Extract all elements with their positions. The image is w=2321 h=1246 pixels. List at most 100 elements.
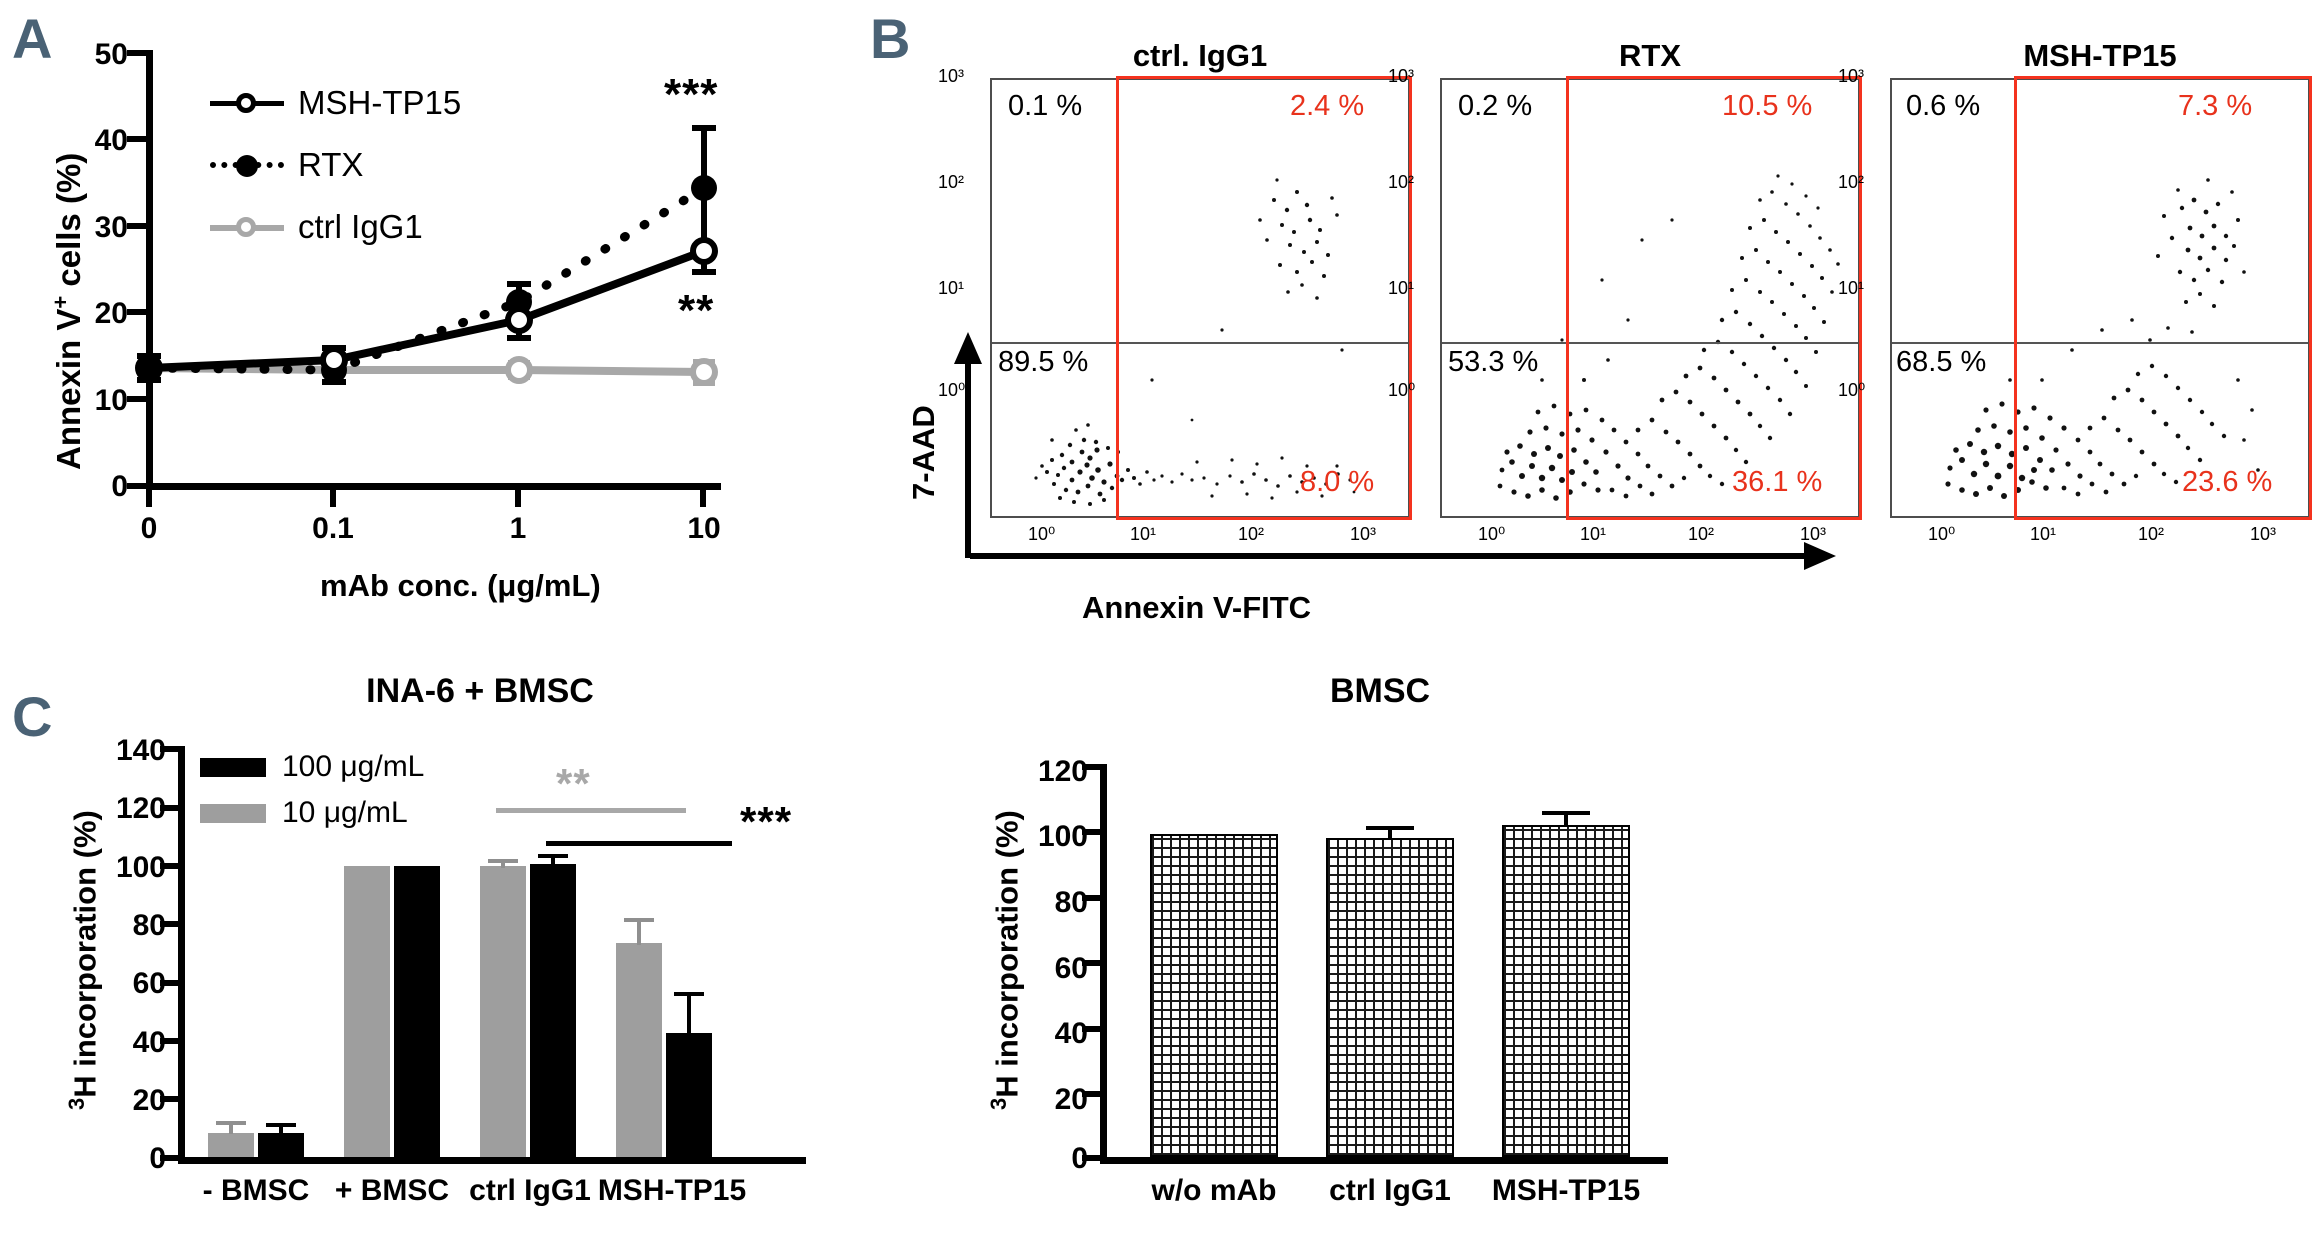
panel-a-ytick-mark-20 <box>127 309 147 315</box>
flow-xtick-2-ctrl: 10² <box>1238 524 1265 544</box>
panel-a-ytick-0: 0 <box>111 470 128 503</box>
panel-c: C INA-6 + BMSC 140 120 100 80 60 40 20 0… <box>0 640 2321 1246</box>
panel-c-left-ytick-120: 120 <box>115 792 166 825</box>
flow-ytick-0-ctrl: 10⁰ <box>938 380 966 400</box>
panel-a-ytick-mark-50 <box>127 50 147 56</box>
panel-a-plot <box>135 125 718 386</box>
flow-scatter-ctrl <box>1034 178 1356 506</box>
errorbar-msh-tp15-100 <box>687 992 691 1035</box>
panel-a-x-axis-title-post: g/mL) <box>516 568 601 603</box>
panel-a-letter: A <box>12 7 52 70</box>
flow-xtick-1-ctrl: 10¹ <box>1130 524 1157 544</box>
panel-c-right-ytick-mark-0 <box>1082 1155 1102 1161</box>
flow-ytick-3-ctrl: 10³ <box>938 66 965 86</box>
panel-b-plot-ctrl-igg1[interactable] <box>990 78 1410 518</box>
panel-c-right-y-axis-sup: 3 <box>986 1097 1011 1110</box>
legend-swatch-10-ugml <box>200 803 266 823</box>
panel-a-xtick-mark-10 <box>700 486 706 507</box>
panel-c-right-cat-1: ctrl IgG1 <box>1329 1174 1451 1207</box>
panel-c-sig-line-grey <box>496 808 686 813</box>
panel-c-legend-item-10: 10 μg/mL <box>200 796 408 830</box>
panel-b-x-axis-arrow <box>970 542 1836 570</box>
panel-a-ytick-mark-0 <box>127 483 147 489</box>
panel-c-sig-stars-black: *** <box>740 798 793 845</box>
panel-c-right-ytick-0: 0 <box>1071 1142 1088 1175</box>
flow-pct-ur-ctrl: 2.4 % <box>1290 90 1365 122</box>
panel-c-right-ytick-120: 120 <box>1037 755 1088 788</box>
flow-ytick-2-msh: 10² <box>1838 172 1865 192</box>
flow-pct-lr-msh: 23.6 % <box>2182 466 2273 498</box>
panel-a-ytick-50: 50 <box>94 38 128 71</box>
panel-c-left-y-axis-sup: 3 <box>64 1097 89 1110</box>
panel-c-right-title: BMSC <box>1329 672 1431 710</box>
errorbar-bmsc-neg-10 <box>229 1121 233 1134</box>
panel-a-x-axis-title-mu: μ <box>497 568 517 603</box>
panel-c-left-bar-ctrl-igg1-10 <box>480 866 526 1157</box>
flow-pct-ur-msh: 7.3 % <box>2178 90 2253 122</box>
panel-c-left-cat-2: ctrl IgG1 <box>469 1174 591 1207</box>
panel-c-sig-line-black <box>546 841 732 846</box>
errorbar-right-msh-tp15 <box>1564 811 1568 827</box>
panel-c-left-bar-bmsc-pos-100 <box>394 866 440 1157</box>
panel-a-xlabel-10: 10 <box>687 512 721 545</box>
panel-a-markers-msh <box>320 237 718 374</box>
panel-a: A 50 40 30 20 10 0 0 0.1 1 10 mAb conc. … <box>0 0 880 640</box>
flow-scatter-msh <box>1945 178 2260 499</box>
panel-c-right-ytick-100: 100 <box>1037 820 1088 853</box>
panel-c-left-y-axis-rest: H incorporation (%) <box>67 810 103 1098</box>
panel-a-x-axis <box>146 483 721 490</box>
flow-pct-lr-ctrl: 8.0 % <box>1300 466 1375 498</box>
panel-c-left-ytick-mark-0 <box>160 1155 180 1161</box>
panel-c-left-bar-msh-tp15-100 <box>666 1033 712 1157</box>
panel-c-right-ytick-80: 80 <box>1054 886 1088 919</box>
errorcap-ctrl-igg1-10 <box>488 859 518 863</box>
panel-b-plot-msh-tp15[interactable] <box>1890 78 2310 518</box>
flow-gate-horizontal-ctrl <box>992 342 1408 344</box>
panel-c-right-x-axis <box>1100 1157 1668 1164</box>
flow-xtick-2-rtx: 10² <box>1688 524 1715 544</box>
flow-xtick-0-ctrl: 10⁰ <box>1028 524 1056 544</box>
flow-xtick-3-rtx: 10³ <box>1800 524 1827 544</box>
errorbar-ctrl-igg1-10 <box>501 859 505 868</box>
flow-pct-ul-ctrl: 0.1 % <box>1008 90 1083 122</box>
panel-b-plot-title-rtx: RTX <box>1619 38 1681 73</box>
panel-c-left-cat-1: + BMSC <box>334 1174 450 1207</box>
panel-a-legend-label-rtx: RTX <box>298 146 364 183</box>
panel-c-right-bar-ctrl-igg1 <box>1326 838 1454 1157</box>
panel-b-x-axis-label: Annexin V-FITC <box>1082 590 1312 625</box>
panel-a-ytick-30: 30 <box>94 211 128 244</box>
errorbar-bmsc-neg-100 <box>279 1123 283 1134</box>
errorcap-msh-tp15-10 <box>624 918 654 922</box>
panel-a-line-msh-tp15 <box>148 247 706 372</box>
legend-swatch-100-ugml <box>200 757 266 777</box>
flow-xtick-0-msh: 10⁰ <box>1928 524 1956 544</box>
errorcap-bmsc-neg-100 <box>266 1123 296 1127</box>
flow-ytick-2-ctrl: 10² <box>938 172 965 192</box>
panel-a-significance-msh: ** <box>678 286 715 335</box>
panel-c-legend-label-100: 100 μg/mL <box>282 750 425 783</box>
errorcap-right-msh-tp15 <box>1542 811 1590 815</box>
panel-c-left-ytick-mark-100 <box>160 863 180 869</box>
panel-b: B 7-AAD Annexin V-FITC ctrl. IgG1 <box>860 0 2320 640</box>
panel-b-plot-rtx[interactable] <box>1440 78 1860 518</box>
panel-a-legend-item-msh: MSH-TP15 <box>210 84 461 122</box>
panel-a-ytick-10: 10 <box>94 384 128 417</box>
panel-b-plot-title-msh: MSH-TP15 <box>2023 38 2177 73</box>
panel-c-right-ytick-mark-120 <box>1082 764 1102 770</box>
panel-b-y-axis-label: 7-AAD <box>906 405 941 500</box>
panel-a-xlabel-0: 0 <box>140 512 158 545</box>
panel-a-ytick-mark-40 <box>127 136 147 142</box>
panel-a-x-axis-title: mAb conc. (μg/mL) <box>320 568 601 604</box>
panel-a-line-rtx <box>144 183 709 375</box>
panel-c-right-cat-2: MSH-TP15 <box>1491 1174 1641 1207</box>
panel-a-ytick-mark-10 <box>127 396 147 402</box>
panel-c-left-ytick-140: 140 <box>115 734 166 767</box>
panel-a-xlabel-01: 0.1 <box>312 512 354 545</box>
flow-ytick-0-rtx: 10⁰ <box>1388 380 1416 400</box>
panel-b-letter: B <box>870 7 910 70</box>
flow-gate-horizontal-rtx <box>1442 342 1858 344</box>
panel-a-legend-label-ctrl: ctrl IgG1 <box>298 208 423 245</box>
flow-gate-horizontal-msh <box>1892 342 2308 344</box>
panel-c-left-ytick-mark-120 <box>160 805 180 811</box>
